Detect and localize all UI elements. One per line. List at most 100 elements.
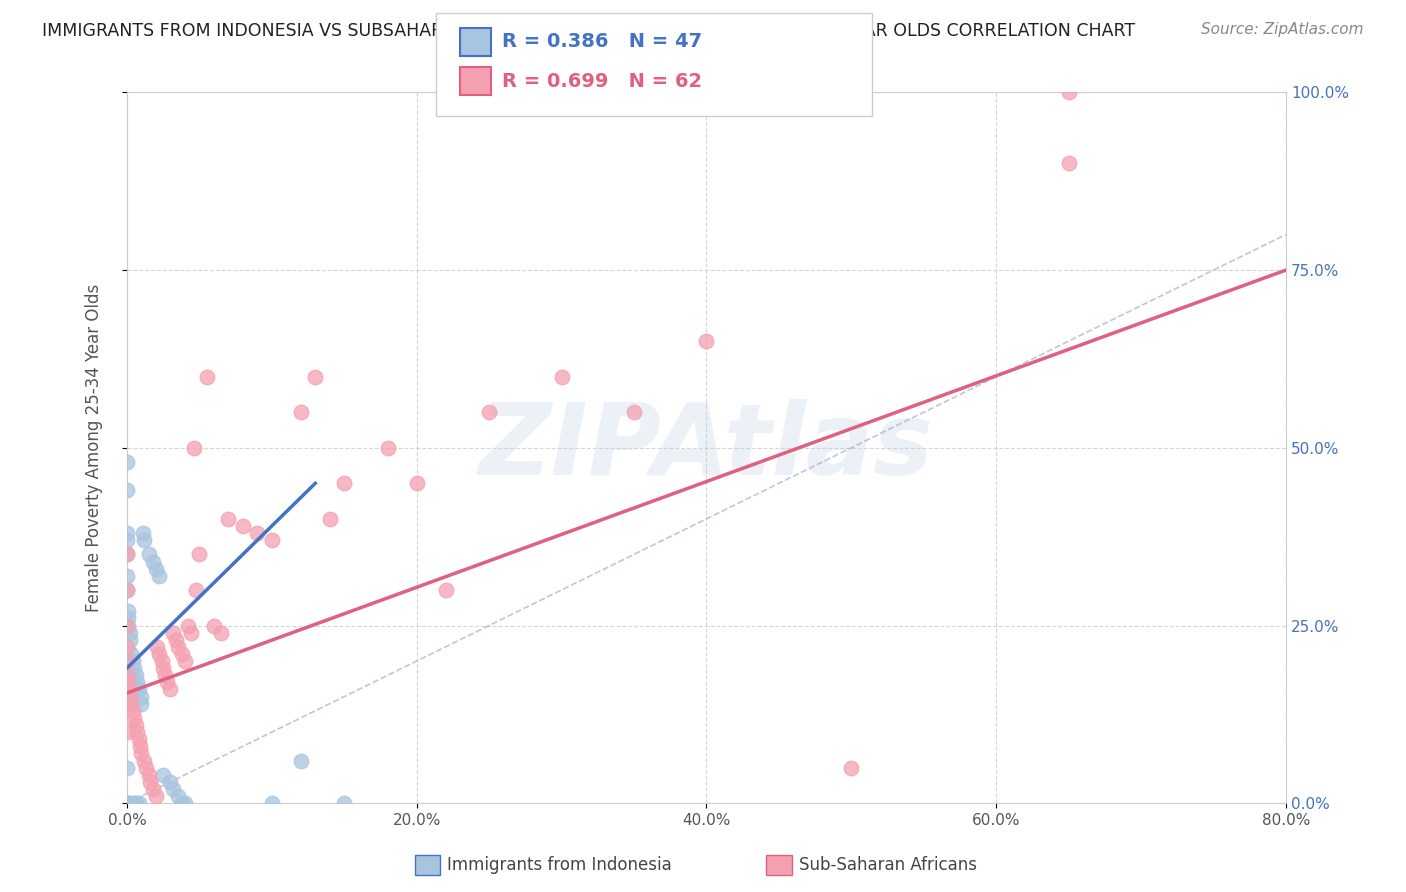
Point <box>134 754 156 768</box>
Point <box>122 711 145 725</box>
Point <box>434 582 457 597</box>
Point <box>125 725 148 739</box>
Point <box>115 618 138 632</box>
Point <box>246 526 269 541</box>
Point <box>115 533 138 548</box>
Point <box>117 604 139 618</box>
Point <box>117 682 139 697</box>
Point <box>115 725 138 739</box>
Point <box>115 548 138 562</box>
Point <box>122 796 145 810</box>
Text: R = 0.699   N = 62: R = 0.699 N = 62 <box>502 71 702 91</box>
Point <box>152 768 174 782</box>
Point <box>290 754 312 768</box>
Point <box>124 796 146 810</box>
Point <box>260 796 283 810</box>
Point <box>117 618 139 632</box>
Point <box>135 761 157 775</box>
Text: IMMIGRANTS FROM INDONESIA VS SUBSAHARAN AFRICAN FEMALE POVERTY AMONG 25-34 YEAR : IMMIGRANTS FROM INDONESIA VS SUBSAHARAN … <box>42 22 1135 40</box>
Point <box>117 675 139 690</box>
Point <box>128 682 150 697</box>
Point <box>131 697 153 711</box>
Point <box>115 654 138 668</box>
Point <box>115 568 138 582</box>
Point <box>839 761 862 775</box>
Text: Source: ZipAtlas.com: Source: ZipAtlas.com <box>1201 22 1364 37</box>
Point <box>217 512 239 526</box>
Point <box>115 697 138 711</box>
Point <box>120 647 142 661</box>
Point <box>115 483 138 498</box>
Point <box>139 775 162 789</box>
Point <box>156 675 179 690</box>
Point <box>124 668 146 682</box>
Point <box>118 796 141 810</box>
Point <box>145 789 167 803</box>
Point <box>131 690 153 704</box>
Point <box>173 796 195 810</box>
Point <box>131 747 153 761</box>
Point <box>333 476 356 491</box>
Point <box>120 697 142 711</box>
Point <box>695 334 717 348</box>
Point <box>173 654 195 668</box>
Point <box>150 654 173 668</box>
Point <box>170 796 193 810</box>
Y-axis label: Female Poverty Among 25-34 Year Olds: Female Poverty Among 25-34 Year Olds <box>86 284 103 612</box>
Point <box>145 561 167 575</box>
Point <box>148 647 170 661</box>
Point <box>152 661 174 675</box>
Point <box>165 632 187 647</box>
Point <box>377 441 399 455</box>
Point <box>159 682 181 697</box>
Point <box>122 661 145 675</box>
Point <box>153 668 176 682</box>
Point <box>146 640 169 654</box>
Point <box>290 405 312 419</box>
Point <box>118 690 141 704</box>
Point <box>209 625 232 640</box>
Point <box>115 668 138 682</box>
Point <box>128 732 150 747</box>
Point <box>115 761 138 775</box>
Point <box>121 654 143 668</box>
Point <box>170 647 193 661</box>
Point <box>118 632 141 647</box>
Point <box>478 405 501 419</box>
Point <box>162 625 184 640</box>
Point <box>117 796 139 810</box>
Point <box>148 568 170 582</box>
Point <box>260 533 283 548</box>
Point <box>550 369 572 384</box>
Point <box>115 796 138 810</box>
Point <box>142 782 165 797</box>
Point <box>162 782 184 797</box>
Point <box>180 625 202 640</box>
Point <box>177 618 200 632</box>
Point <box>166 789 188 803</box>
Text: Immigrants from Indonesia: Immigrants from Indonesia <box>447 856 672 874</box>
Point <box>134 533 156 548</box>
Point <box>195 369 218 384</box>
Point <box>405 476 427 491</box>
Point <box>115 582 138 597</box>
Point <box>304 369 326 384</box>
Point <box>115 526 138 541</box>
Point <box>188 548 211 562</box>
Point <box>138 548 160 562</box>
Point <box>115 682 138 697</box>
Point <box>138 768 160 782</box>
Point <box>128 796 150 810</box>
Point <box>115 640 138 654</box>
Point <box>202 618 225 632</box>
Point <box>132 526 155 541</box>
Point <box>124 718 146 732</box>
Point <box>118 625 141 640</box>
Point <box>186 582 208 597</box>
Text: ZIPAtlas: ZIPAtlas <box>479 400 934 496</box>
Point <box>333 796 356 810</box>
Text: R = 0.386   N = 47: R = 0.386 N = 47 <box>502 32 702 52</box>
Point <box>232 519 254 533</box>
Point <box>115 455 138 469</box>
Point <box>125 675 148 690</box>
